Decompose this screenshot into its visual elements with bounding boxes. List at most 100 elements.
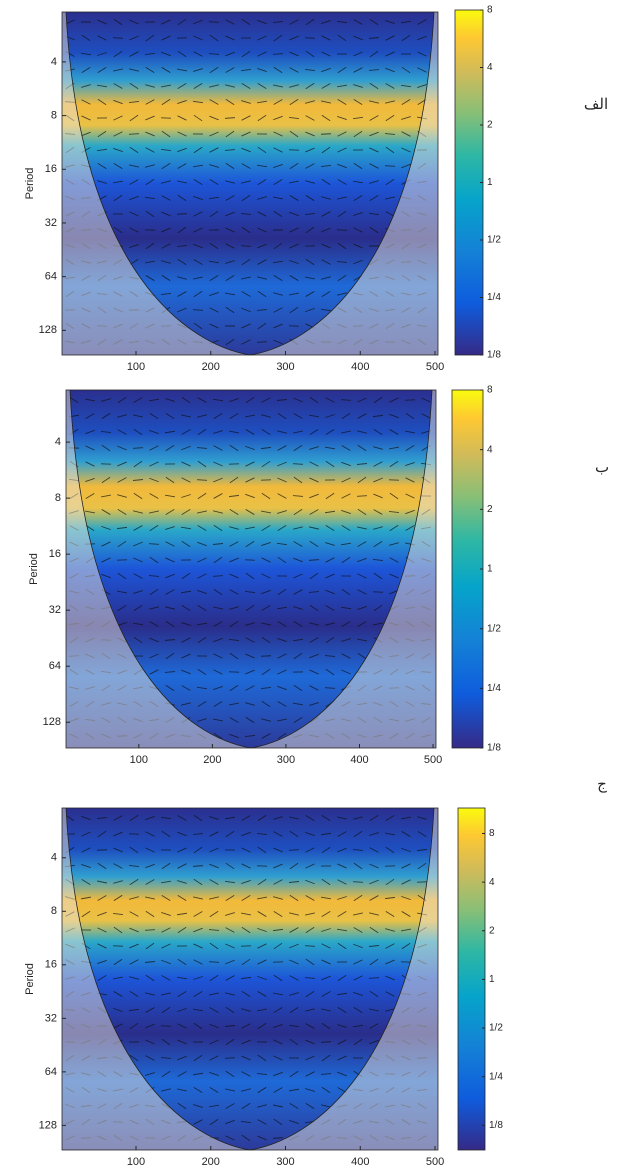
phase-arrow <box>81 131 91 137</box>
y-tick-label: 64 <box>45 1066 57 1078</box>
phase-arrow <box>241 1023 251 1029</box>
phase-arrow <box>197 525 207 531</box>
phase-arrow <box>273 896 283 900</box>
phase-arrow <box>245 669 255 675</box>
phase-arrow <box>369 1008 379 1012</box>
phase-arrow <box>85 524 95 532</box>
phase-arrow <box>257 146 267 154</box>
phase-arrow <box>145 242 155 250</box>
phase-arrow <box>113 131 123 137</box>
phase-arrow <box>245 653 255 659</box>
phase-arrow <box>353 84 363 88</box>
phase-arrow <box>193 896 203 900</box>
phase-arrow <box>161 162 171 170</box>
y-tick-label: 8 <box>55 492 61 504</box>
phase-arrow <box>113 894 123 902</box>
phase-arrow <box>80 896 92 900</box>
phase-arrow <box>293 526 303 530</box>
y-tick-label: 64 <box>45 271 57 283</box>
phase-arrow <box>196 622 208 626</box>
phase-arrow <box>261 541 271 547</box>
x-tick-label: 500 <box>426 1156 444 1168</box>
phase-arrow <box>273 131 283 137</box>
phase-arrow <box>97 35 107 41</box>
phase-arrow <box>241 82 251 90</box>
phase-arrow <box>337 292 347 296</box>
phase-arrow <box>321 1022 331 1030</box>
phase-arrow <box>369 863 379 869</box>
phase-arrow <box>193 878 203 886</box>
phase-arrow <box>245 702 255 706</box>
phase-arrow <box>197 668 207 676</box>
phase-arrow <box>241 895 251 901</box>
y-axis-label: Period <box>28 553 40 585</box>
phase-arrow <box>161 180 171 184</box>
phase-arrow <box>213 732 223 740</box>
phase-arrow <box>161 260 171 264</box>
phase-arrow <box>209 879 219 885</box>
phase-arrow <box>257 1119 267 1125</box>
phase-arrow <box>129 68 139 72</box>
phase-arrow <box>373 622 383 626</box>
phase-arrow <box>308 559 320 561</box>
phase-arrow <box>257 1054 267 1062</box>
phase-arrow <box>293 413 303 419</box>
panel-label: ج <box>597 775 607 793</box>
phase-arrow <box>260 687 272 689</box>
phase-arrow <box>177 1055 187 1061</box>
phase-arrow <box>417 830 427 838</box>
phase-arrow <box>229 589 239 595</box>
phase-arrow <box>97 830 107 838</box>
phase-arrow <box>193 322 203 330</box>
phase-arrow <box>293 430 303 434</box>
phase-arrow <box>81 831 91 837</box>
phase-arrow <box>261 397 271 403</box>
phase-arrow <box>177 1008 187 1012</box>
phase-arrow <box>213 685 223 691</box>
phase-arrow <box>341 620 351 628</box>
phase-arrow <box>369 18 379 26</box>
phase-arrow <box>324 446 336 450</box>
phase-arrow <box>277 430 287 434</box>
phase-arrow <box>305 1102 315 1110</box>
phase-arrow <box>369 814 379 822</box>
phase-arrow <box>229 541 239 547</box>
phase-arrow <box>245 604 255 612</box>
phase-arrow <box>129 179 139 185</box>
phase-arrow <box>160 1025 172 1027</box>
phase-arrow <box>196 479 208 481</box>
phase-arrow <box>113 194 123 202</box>
phase-arrow <box>385 100 395 104</box>
phase-arrow <box>417 862 427 870</box>
phase-arrow <box>305 194 315 202</box>
phase-arrow <box>277 732 287 740</box>
phase-arrow <box>273 274 283 282</box>
phase-arrow <box>289 816 299 820</box>
phase-arrow <box>405 509 415 515</box>
phase-arrow <box>273 147 283 153</box>
phase-arrow <box>273 910 283 918</box>
phase-arrow <box>225 243 235 249</box>
phase-arrow <box>197 636 207 644</box>
coi-shade <box>62 808 438 1150</box>
phase-arrow <box>209 66 219 74</box>
phase-arrow <box>213 556 223 564</box>
phase-arrow <box>213 524 223 532</box>
phase-arrow <box>320 133 332 135</box>
phase-arrow <box>101 541 111 547</box>
phase-arrow <box>385 211 395 217</box>
phase-arrow <box>309 637 319 643</box>
phase-arrow <box>197 590 207 594</box>
phase-arrow <box>177 68 187 72</box>
phase-arrow <box>401 942 411 950</box>
phase-arrow <box>165 541 175 547</box>
phase-arrow <box>160 880 172 884</box>
phase-arrow <box>244 734 256 738</box>
phase-arrow <box>384 133 396 135</box>
phase-arrow <box>225 1038 235 1046</box>
colorbar-tick-label: 4 <box>489 877 495 888</box>
phase-arrow <box>373 493 383 499</box>
panel-label: ب <box>595 458 609 476</box>
phase-arrow <box>241 194 251 202</box>
phase-arrow <box>305 307 315 313</box>
